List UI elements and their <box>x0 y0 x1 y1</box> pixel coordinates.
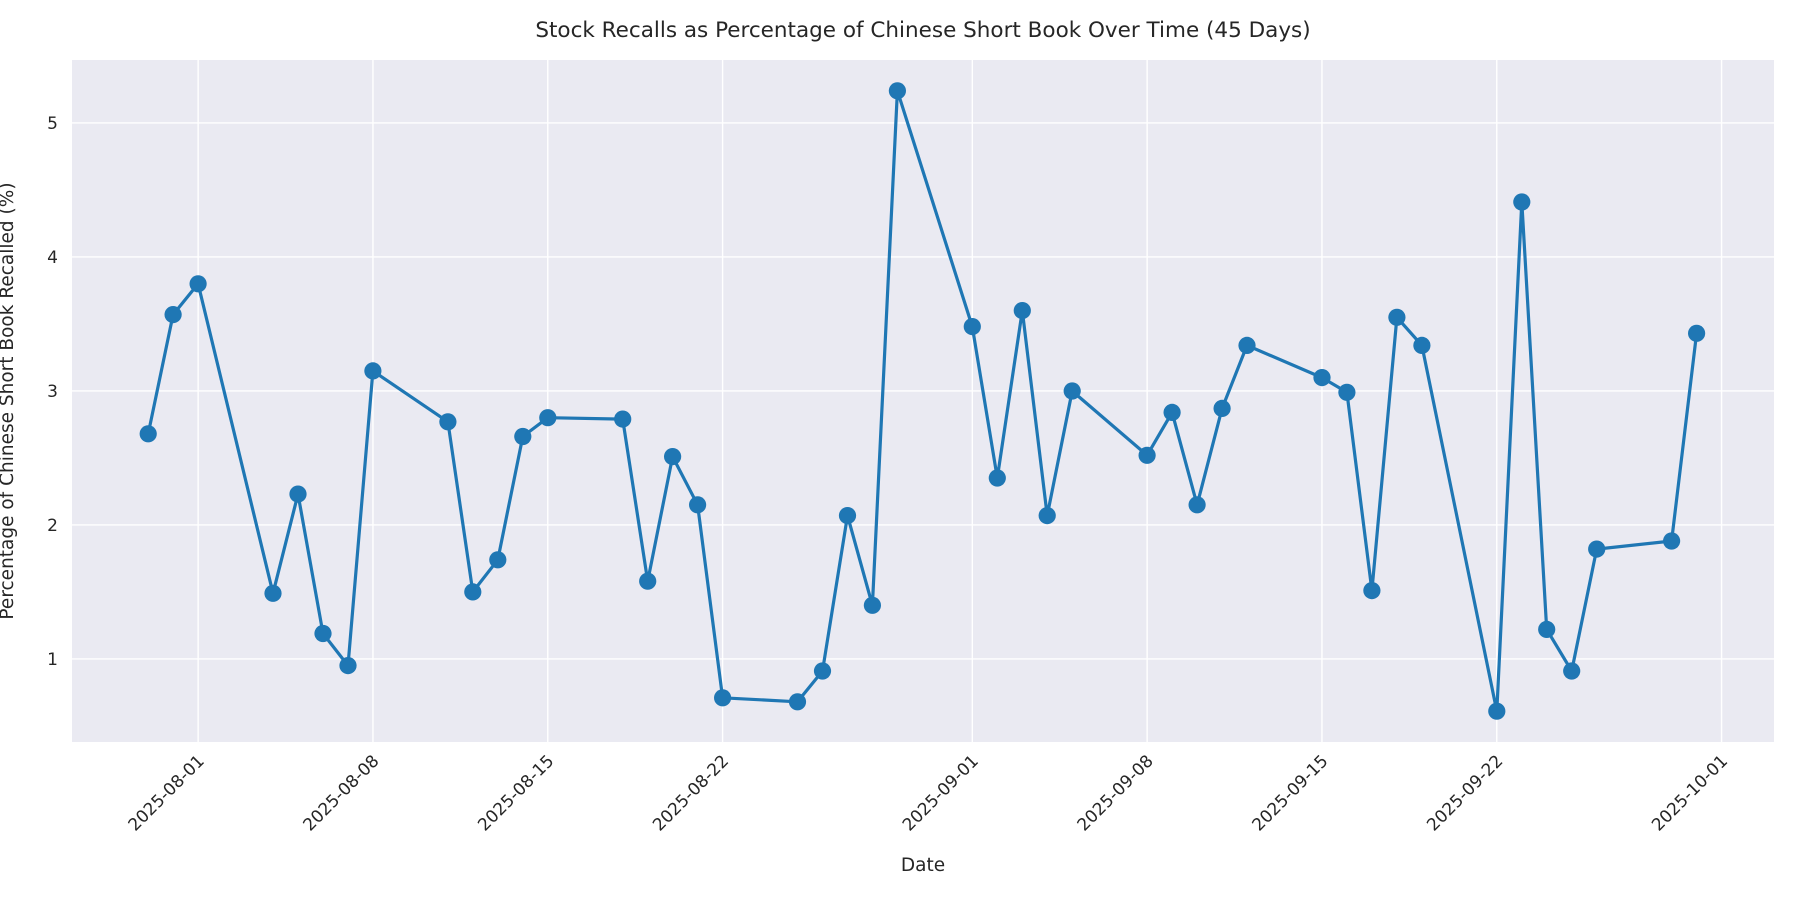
x-tick-label: 2025-08-08 <box>299 751 383 835</box>
data-point-marker <box>1688 324 1706 342</box>
data-point-marker <box>164 306 182 324</box>
data-point-marker <box>1313 369 1331 387</box>
x-tick-label: 2025-09-01 <box>899 751 983 835</box>
data-point-marker <box>664 448 682 466</box>
data-point-marker <box>264 584 282 602</box>
y-tick-label: 4 <box>47 248 58 268</box>
x-tick-label: 2025-10-01 <box>1648 751 1732 835</box>
data-point-marker <box>1038 506 1056 525</box>
data-point-marker <box>1588 540 1606 558</box>
y-tick-label: 1 <box>47 650 58 670</box>
data-point-marker <box>1188 496 1206 514</box>
data-point-marker <box>1663 532 1681 550</box>
data-point-marker <box>788 693 807 711</box>
chart-title: Stock Recalls as Percentage of Chinese S… <box>535 18 1311 43</box>
y-tick-label: 3 <box>47 382 58 402</box>
data-point-marker <box>514 427 532 446</box>
data-point-marker <box>539 409 557 427</box>
data-point-marker <box>1363 582 1381 600</box>
x-axis-label: Date <box>900 855 946 876</box>
data-point-marker <box>189 275 207 293</box>
data-point-marker <box>314 624 332 643</box>
data-point-marker <box>1213 399 1231 417</box>
data-point-marker <box>1413 336 1431 354</box>
data-point-marker <box>1063 382 1081 400</box>
data-point-marker <box>1163 403 1181 421</box>
y-tick-label: 2 <box>47 516 58 536</box>
y-axis-label-text: Percentage of Chinese Short Book Recalle… <box>0 182 18 620</box>
data-point-marker <box>464 583 482 601</box>
data-point-marker <box>489 551 507 569</box>
data-point-marker <box>1488 702 1506 720</box>
data-point-marker <box>439 413 457 431</box>
data-point-marker <box>1513 193 1531 211</box>
data-point-marker <box>1538 620 1556 639</box>
data-point-marker <box>863 596 882 614</box>
data-point-marker <box>963 318 981 336</box>
data-point-marker <box>1388 308 1406 326</box>
x-tick-label: 2025-08-22 <box>649 751 733 835</box>
data-point-marker <box>888 82 907 100</box>
data-point-marker <box>614 410 632 428</box>
x-tick-label: 2025-08-15 <box>474 751 558 835</box>
data-point-marker <box>714 689 732 707</box>
x-tick-label: 2025-09-22 <box>1423 751 1507 835</box>
x-tick-label: 2025-09-15 <box>1248 751 1332 835</box>
y-tick-label: 5 <box>47 114 58 134</box>
data-point-marker <box>139 425 157 443</box>
data-point-marker <box>289 485 307 503</box>
data-point-marker <box>988 469 1006 487</box>
data-point-marker <box>339 657 357 675</box>
data-point-marker <box>364 362 382 380</box>
data-point-marker <box>838 506 857 525</box>
x-tick-label: 2025-09-08 <box>1074 751 1158 835</box>
data-point-marker <box>639 572 657 590</box>
x-tick-label: 2025-08-01 <box>125 751 209 835</box>
data-point-marker <box>813 662 832 680</box>
data-point-marker <box>1563 662 1581 680</box>
data-point-marker <box>1238 336 1256 354</box>
data-point-marker <box>1338 383 1356 401</box>
data-point-marker <box>689 496 707 514</box>
data-point-marker <box>1138 446 1156 464</box>
data-point-marker <box>1013 302 1031 320</box>
